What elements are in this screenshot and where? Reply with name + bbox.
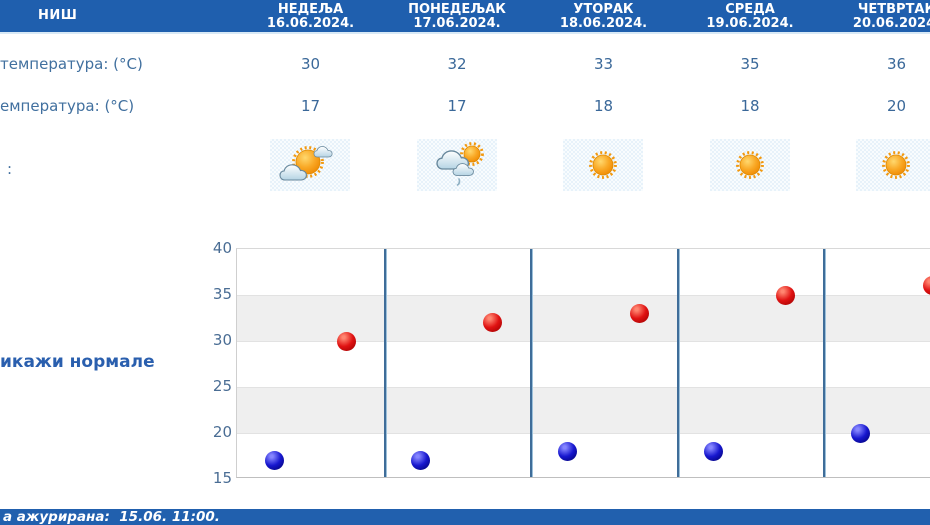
show-normals-link[interactable]: икажи нормале xyxy=(0,352,155,372)
city-label: НИШ xyxy=(38,8,78,23)
day-date: 20.06.2024. xyxy=(852,16,930,31)
min-temp-value: 17 xyxy=(447,97,467,115)
day-name: ЧЕТВРТАК xyxy=(857,2,930,17)
y-axis-tick-label: 30 xyxy=(212,331,232,349)
max-temp-value: 35 xyxy=(740,55,760,73)
y-axis-tick-label: 15 xyxy=(212,469,232,487)
min-temperature-point xyxy=(557,441,577,461)
chart-gridline xyxy=(237,341,930,342)
day-name: УТОРАК xyxy=(573,2,634,17)
chart-day-separator xyxy=(676,249,679,477)
sunny-icon xyxy=(709,139,790,191)
max-temperature-point xyxy=(336,331,356,351)
chart-day-separator xyxy=(823,249,825,477)
min-temp-value: 17 xyxy=(300,97,321,115)
day-name: ПОНЕДЕЉАК xyxy=(408,2,506,17)
chart-day-separator xyxy=(530,249,532,477)
max-temp-row-label: температура: (°C) xyxy=(0,55,143,73)
day-date: 17.06.2024. xyxy=(413,16,501,31)
y-axis-tick-label: 40 xyxy=(212,239,232,257)
min-temperature-point xyxy=(264,451,284,471)
min-temperature-point xyxy=(850,423,870,443)
status-bar: а ажурирана: 15.06. 11:00. xyxy=(0,509,930,525)
max-temperature-point xyxy=(629,303,649,323)
day-date: 16.06.2024. xyxy=(266,16,355,31)
max-temp-value: 36 xyxy=(886,55,907,73)
chart-gridline xyxy=(237,433,930,434)
min-temp-value: 18 xyxy=(740,97,760,115)
max-temp-value: 33 xyxy=(593,55,614,73)
day-date: 18.06.2024. xyxy=(559,16,648,31)
min-temp-row-label: емпература: (°C) xyxy=(0,97,135,115)
day-header-2: ПОНЕДЕЉАК 17.06.2024. xyxy=(384,0,531,32)
max-temperature-point xyxy=(776,285,796,305)
chart-band xyxy=(237,387,930,433)
header-bar: НИШ НЕДЕЉА 16.06.2024. ПОНЕДЕЉАК 17.06.2024… xyxy=(0,0,930,34)
day-name: СРЕДА xyxy=(725,2,775,17)
y-axis-tick-label: 25 xyxy=(212,377,232,395)
weather-row-label: : xyxy=(7,160,13,178)
sunny-icon xyxy=(563,139,644,191)
max-temperature-point xyxy=(922,276,930,296)
chart-day-separator xyxy=(383,249,386,477)
sunny-icon xyxy=(856,139,930,191)
y-axis-tick-label: 20 xyxy=(212,423,232,441)
min-temperature-point xyxy=(704,441,724,461)
day-date: 19.06.2024. xyxy=(706,16,794,31)
sun-with-clouds-icon xyxy=(270,139,351,191)
clouds-sun-rain-icon xyxy=(416,139,497,191)
y-axis-tick-label: 35 xyxy=(212,285,232,303)
min-temp-value: 18 xyxy=(593,97,614,115)
max-temperature-point xyxy=(483,313,503,333)
min-temp-value: 20 xyxy=(886,97,907,115)
chart-gridline xyxy=(237,387,930,388)
day-name: НЕДЕЉА xyxy=(277,2,344,17)
min-temperature-point xyxy=(411,451,431,471)
max-temp-value: 32 xyxy=(447,55,467,73)
forecast-updated-text: а ажурирана: 15.06. 11:00. xyxy=(3,509,220,525)
day-header-4: СРЕДА 19.06.2024. xyxy=(677,0,824,32)
day-header-1: НЕДЕЉА 16.06.2024. xyxy=(237,0,384,32)
temperature-chart xyxy=(236,248,930,478)
day-header-3: УТОРАК 18.06.2024. xyxy=(530,0,677,32)
chart-gridline xyxy=(237,295,930,296)
max-temp-value: 30 xyxy=(300,55,321,73)
